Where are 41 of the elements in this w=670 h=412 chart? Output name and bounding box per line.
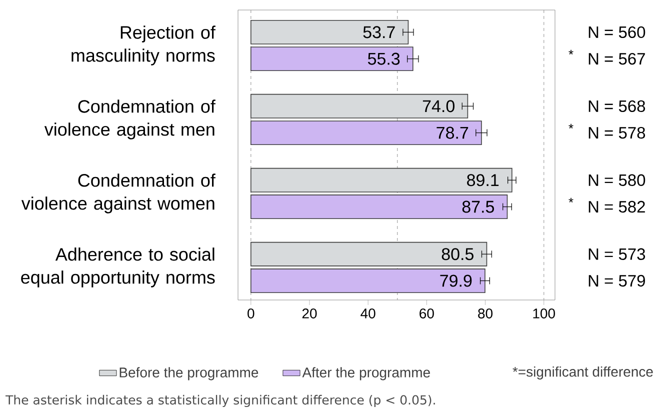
y-tick-label: Condemnation of violence against men: [44, 100, 216, 140]
text: *=significant difference: [512, 366, 653, 380]
text: N = 582: [588, 200, 645, 213]
bar: [250, 242, 488, 266]
data-label: 79.9: [440, 274, 472, 287]
x-tick-label: 40: [360, 308, 376, 318]
text: N = 580: [588, 174, 646, 186]
text: N = 578: [588, 126, 646, 139]
text: N = 560: [588, 26, 646, 38]
y-tick-label: Adherence to social equal opportunity norms: [21, 248, 215, 288]
data-label: 78.7: [436, 126, 468, 139]
bar: [250, 268, 486, 293]
data-label: 53.7: [363, 26, 395, 38]
data-label: 87.5: [462, 200, 494, 213]
bar: [250, 194, 508, 220]
text: N = 579: [588, 274, 645, 287]
x-tick-label: 60: [420, 308, 434, 318]
bar: [250, 46, 414, 72]
data-label: 89.1: [467, 174, 499, 186]
y-tick-label: Condemnation of violence against women: [21, 174, 216, 214]
text: *: [568, 198, 574, 202]
bar: [250, 20, 409, 44]
text: N = 573: [588, 248, 646, 260]
bar: [250, 168, 512, 192]
text: *: [568, 124, 574, 128]
x-tick-label: 80: [478, 308, 493, 318]
text: N = 568: [588, 100, 646, 112]
bar: [250, 120, 482, 146]
x-tick-label: 20: [302, 308, 317, 318]
legend-label: Before the programme: [120, 367, 258, 380]
x-tick-label: 100: [533, 308, 555, 318]
data-label: 55.3: [368, 52, 400, 65]
legend-label: After the programme: [302, 367, 430, 380]
data-label: 74.0: [422, 100, 454, 112]
data-label: 80.5: [442, 248, 474, 260]
y-tick-label: Rejection of masculinity norms: [72, 26, 216, 66]
x-tick-label: 0: [248, 308, 254, 318]
text: *: [568, 50, 574, 54]
bar: [250, 94, 468, 118]
text: The asterisk indicates a statistically significant difference (p < 0.05).: [6, 394, 435, 408]
text: N = 567: [588, 52, 645, 65]
